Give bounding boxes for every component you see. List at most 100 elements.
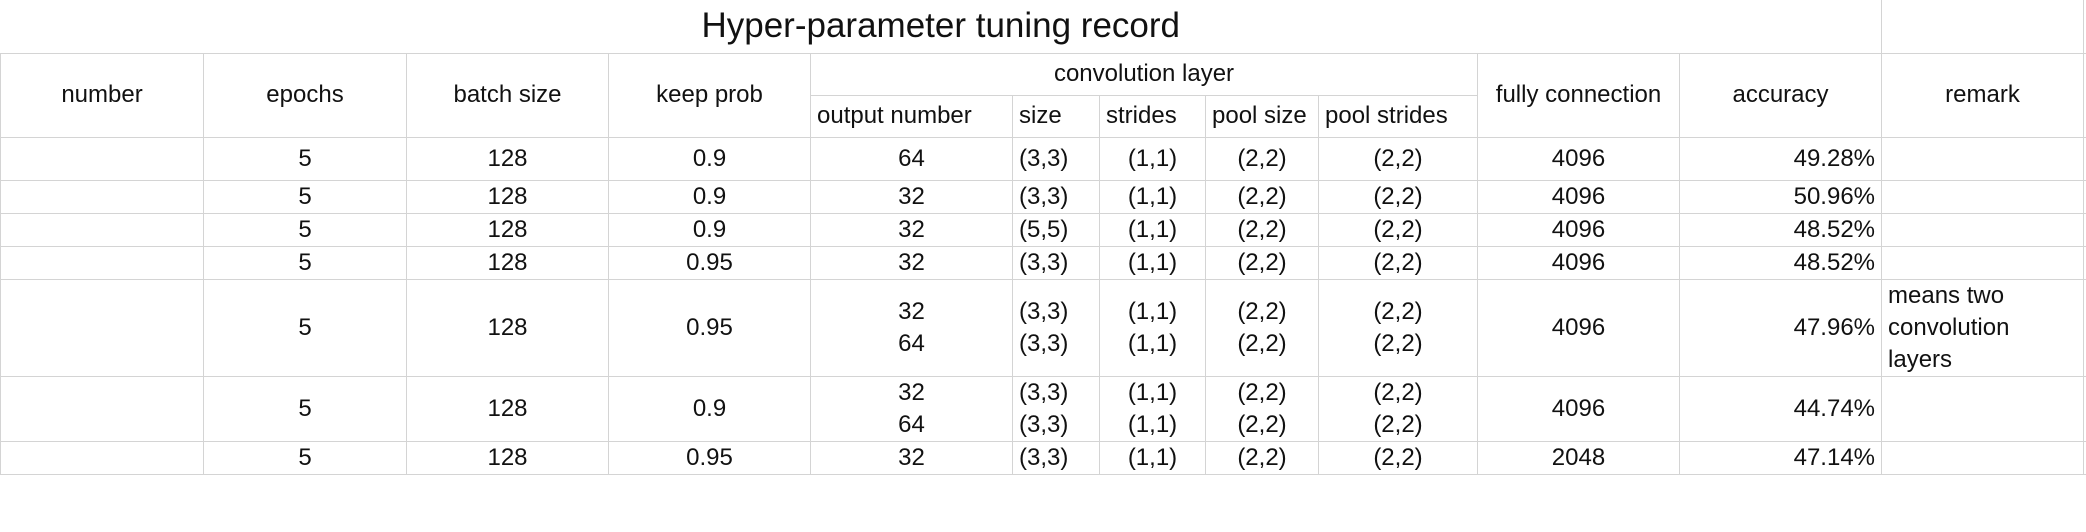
sheet-title[interactable]: Hyper-parameter tuning record <box>0 0 1883 54</box>
cell-size[interactable]: (3,3) <box>1012 245 1100 280</box>
cell-accuracy[interactable]: 49.28% <box>1678 136 1883 181</box>
cell-output-number[interactable]: 32 <box>810 440 1013 475</box>
cell-pool-strides[interactable]: (2,2) <box>1318 179 1478 214</box>
cell-line: (2,2) <box>1237 215 1287 243</box>
cell-epochs[interactable]: 5 <box>203 278 407 377</box>
cell-fully-connection[interactable]: 4096 <box>1477 212 1680 247</box>
cell-remark[interactable] <box>1881 212 2085 247</box>
cell-batch-size[interactable]: 128 <box>406 375 609 442</box>
header-strides[interactable]: strides <box>1099 94 1206 138</box>
cell-strides[interactable]: (1,1) <box>1099 245 1206 280</box>
cell-keep-prob[interactable]: 0.9 <box>608 179 811 214</box>
cell-pool-strides[interactable]: (2,2) (2,2) <box>1318 375 1478 442</box>
cell-remark[interactable] <box>1881 375 2085 442</box>
cell-keep-prob[interactable]: 0.9 <box>608 136 811 181</box>
cell-remark[interactable] <box>1881 179 2085 214</box>
cell-keep-prob[interactable]: 0.9 <box>608 212 811 247</box>
cell[interactable] <box>1881 0 2084 54</box>
cell-batch-size[interactable]: 128 <box>406 278 609 377</box>
cell-keep-prob[interactable]: 0.9 <box>608 375 811 442</box>
cell-strides[interactable]: (1,1) (1,1) <box>1099 278 1206 377</box>
cell-epochs[interactable]: 5 <box>203 245 407 280</box>
cell-size[interactable]: (5,5) <box>1012 212 1100 247</box>
cell-size[interactable]: (3,3) (3,3) <box>1012 375 1100 442</box>
cell-pool-size[interactable]: (2,2) <box>1205 179 1319 214</box>
cell-pool-strides[interactable]: (2,2) <box>1318 440 1478 475</box>
header-fully-connection[interactable]: fully connection <box>1477 52 1680 138</box>
cell-accuracy[interactable]: 44.74% <box>1678 375 1883 442</box>
cell-number[interactable] <box>0 278 204 377</box>
header-pool-strides[interactable]: pool strides <box>1318 94 1478 138</box>
cell-strides[interactable]: (1,1) <box>1099 440 1206 475</box>
cell-number[interactable] <box>0 136 204 181</box>
cell-pool-strides[interactable]: (2,2) (2,2) <box>1318 278 1478 377</box>
cell-size[interactable]: (3,3) (3,3) <box>1012 278 1100 377</box>
cell-strides[interactable]: (1,1) <box>1099 136 1206 181</box>
cell-strides[interactable]: (1,1) <box>1099 179 1206 214</box>
header-batch-size[interactable]: batch size <box>406 52 609 138</box>
cell-epochs[interactable]: 5 <box>203 212 407 247</box>
cell-remark[interactable] <box>1881 136 2085 181</box>
cell-accuracy[interactable]: 50.96% <box>1678 179 1883 214</box>
cell-epochs[interactable]: 5 <box>203 179 407 214</box>
cell-keep-prob[interactable]: 0.95 <box>608 245 811 280</box>
cell-pool-size[interactable]: (2,2) <box>1205 136 1319 181</box>
cell-size[interactable]: (3,3) <box>1012 136 1100 181</box>
header-pool-size[interactable]: pool size <box>1205 94 1319 138</box>
cell-output-number[interactable]: 32 <box>810 245 1013 280</box>
header-convolution-layer[interactable]: convolution layer <box>810 52 1478 96</box>
header-accuracy[interactable]: accuracy <box>1678 52 1883 138</box>
cell-strides[interactable]: (1,1) <box>1099 212 1206 247</box>
header-output-number[interactable]: output number <box>810 94 1013 138</box>
cell-epochs[interactable]: 5 <box>203 136 407 181</box>
cell-remark[interactable]: means two convolution layers <box>1881 278 2085 377</box>
cell-pool-size[interactable]: (2,2) <box>1205 212 1319 247</box>
cell-pool-strides[interactable]: (2,2) <box>1318 136 1478 181</box>
cell-size[interactable]: (3,3) <box>1012 179 1100 214</box>
cell-batch-size[interactable]: 128 <box>406 212 609 247</box>
cell-pool-size[interactable]: (2,2) <box>1205 245 1319 280</box>
cell-batch-size[interactable]: 128 <box>406 136 609 181</box>
cell-output-number[interactable]: 32 64 <box>810 375 1013 442</box>
cell-fully-connection[interactable]: 4096 <box>1477 179 1680 214</box>
cell-remark[interactable] <box>1881 440 2085 475</box>
cell-accuracy[interactable]: 47.96% <box>1678 278 1883 377</box>
cell-pool-size[interactable]: (2,2) (2,2) <box>1205 375 1319 442</box>
cell-batch-size[interactable]: 128 <box>406 440 609 475</box>
cell-accuracy[interactable]: 48.52% <box>1678 245 1883 280</box>
cell-fully-connection[interactable]: 2048 <box>1477 440 1680 475</box>
cell-batch-size[interactable]: 128 <box>406 179 609 214</box>
cell-fully-connection[interactable]: 4096 <box>1477 278 1680 377</box>
cell-pool-size[interactable]: (2,2) <box>1205 440 1319 475</box>
cell-accuracy[interactable]: 48.52% <box>1678 212 1883 247</box>
cell-epochs[interactable]: 5 <box>203 440 407 475</box>
cell-output-number[interactable]: 32 <box>810 179 1013 214</box>
cell-output-number[interactable]: 64 <box>810 136 1013 181</box>
cell-fully-connection[interactable]: 4096 <box>1477 245 1680 280</box>
cell-epochs[interactable]: 5 <box>203 375 407 442</box>
cell-number[interactable] <box>0 375 204 442</box>
header-remark[interactable]: remark <box>1881 52 2085 138</box>
cell-keep-prob[interactable]: 0.95 <box>608 278 811 377</box>
cell-keep-prob[interactable]: 0.95 <box>608 440 811 475</box>
cell-fully-connection[interactable]: 4096 <box>1477 136 1680 181</box>
cell-strides[interactable]: (1,1) (1,1) <box>1099 375 1206 442</box>
header-keep-prob[interactable]: keep prob <box>608 52 811 138</box>
cell-number[interactable] <box>0 179 204 214</box>
cell-number[interactable] <box>0 440 204 475</box>
header-number[interactable]: number <box>0 52 204 138</box>
header-epochs[interactable]: epochs <box>203 52 407 138</box>
cell-remark[interactable] <box>1881 245 2085 280</box>
cell-batch-size[interactable]: 128 <box>406 245 609 280</box>
cell-output-number[interactable]: 32 64 <box>810 278 1013 377</box>
cell-size[interactable]: (3,3) <box>1012 440 1100 475</box>
cell-number[interactable] <box>0 212 204 247</box>
cell-pool-strides[interactable]: (2,2) <box>1318 245 1478 280</box>
cell-pool-strides[interactable]: (2,2) <box>1318 212 1478 247</box>
cell-output-number[interactable]: 32 <box>810 212 1013 247</box>
cell-fully-connection[interactable]: 4096 <box>1477 375 1680 442</box>
cell-accuracy[interactable]: 47.14% <box>1678 440 1883 475</box>
header-size[interactable]: size <box>1012 94 1100 138</box>
cell-number[interactable] <box>0 245 204 280</box>
cell-pool-size[interactable]: (2,2) (2,2) <box>1205 278 1319 377</box>
